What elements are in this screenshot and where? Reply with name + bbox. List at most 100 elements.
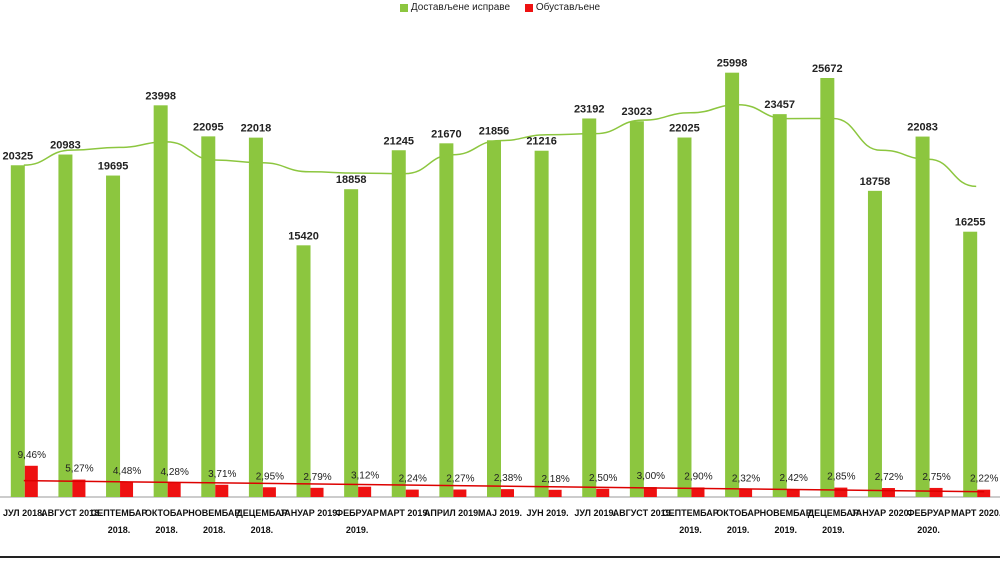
data-label-suspended: 2,38% bbox=[494, 473, 522, 484]
bar-delivered bbox=[629, 121, 644, 497]
legend-swatch-suspended bbox=[524, 3, 533, 12]
bar-delivered bbox=[582, 118, 597, 498]
legend-label-suspended: Обустављене bbox=[535, 2, 601, 13]
bar-suspended bbox=[881, 488, 895, 497]
x-tick-label: СЕПТЕМБАР 2018. bbox=[91, 508, 148, 535]
data-label-delivered: 25672 bbox=[812, 63, 843, 75]
data-label-delivered: 22018 bbox=[241, 123, 272, 135]
bar-suspended bbox=[691, 487, 705, 497]
bar-suspended bbox=[596, 488, 610, 497]
bar-suspended bbox=[786, 489, 800, 497]
data-label-suspended: 2,72% bbox=[875, 472, 903, 483]
data-label-suspended: 2,32% bbox=[732, 473, 760, 484]
x-tick-label: ЈАНУАР 2019. bbox=[279, 508, 339, 518]
x-tick-label: МАРТ 2020. bbox=[951, 508, 1000, 518]
bar-delivered bbox=[534, 150, 549, 497]
x-tick-label: АПРИЛ 2019. bbox=[424, 508, 481, 518]
bar-delivered bbox=[10, 165, 25, 497]
data-label-delivered: 22025 bbox=[669, 123, 700, 135]
bar-delivered bbox=[867, 190, 882, 497]
data-label-delivered: 23998 bbox=[145, 90, 176, 102]
x-tick-label: НОВЕМБАР 2019. bbox=[760, 508, 812, 535]
x-tick-label: ОКТОБАР 2019. bbox=[716, 508, 760, 535]
data-label-suspended: 4,28% bbox=[160, 467, 188, 478]
data-label-suspended: 2,24% bbox=[399, 474, 427, 485]
x-tick-label: ФЕБРУАР 2019. bbox=[335, 508, 378, 535]
legend-item-suspended: Обустављене bbox=[524, 2, 601, 13]
data-label-suspended: 2,50% bbox=[589, 473, 617, 484]
data-label-delivered: 23023 bbox=[622, 106, 653, 118]
x-tick-label: АВГУСТ 2018. bbox=[41, 508, 102, 518]
bar-suspended bbox=[262, 487, 276, 497]
data-label-delivered: 20983 bbox=[50, 140, 81, 152]
bar-delivered bbox=[915, 136, 930, 497]
bar-suspended bbox=[120, 482, 134, 497]
data-label-suspended: 2,79% bbox=[303, 472, 331, 483]
x-tick-label: ЈАНУАР 2020. bbox=[851, 508, 911, 518]
bar-delivered bbox=[153, 105, 168, 497]
bar-suspended bbox=[358, 486, 372, 497]
data-label-delivered: 21216 bbox=[526, 136, 557, 148]
bar-delivered bbox=[106, 175, 121, 497]
x-tick-label: ЈУЛ 2018. bbox=[3, 508, 45, 518]
trendline-suspended bbox=[23, 479, 985, 493]
bar-suspended bbox=[643, 487, 657, 497]
data-label-suspended: 2,75% bbox=[922, 472, 950, 483]
data-label-delivered: 22083 bbox=[907, 122, 938, 134]
data-label-delivered: 15420 bbox=[288, 230, 319, 242]
data-label-suspended: 9,46% bbox=[18, 450, 46, 461]
legend: Достављене исправе Обустављене bbox=[0, 2, 1000, 15]
bar-delivered bbox=[439, 143, 454, 497]
legend-item-delivered: Достављене исправе bbox=[399, 2, 511, 13]
bottom-rule bbox=[0, 556, 1000, 558]
bar-delivered bbox=[772, 114, 787, 497]
data-label-suspended: 4,48% bbox=[113, 466, 141, 477]
bar-suspended bbox=[548, 489, 562, 497]
data-label-suspended: 2,90% bbox=[684, 471, 712, 482]
legend-swatch-delivered bbox=[399, 3, 408, 12]
bar-delivered bbox=[201, 136, 216, 497]
data-label-suspended: 3,12% bbox=[351, 471, 379, 482]
x-tick-label: АВГУСТ 2019. bbox=[613, 508, 674, 518]
data-label-suspended: 2,27% bbox=[446, 474, 474, 485]
bar-suspended bbox=[739, 489, 753, 497]
data-label-delivered: 19695 bbox=[98, 161, 129, 173]
legend-label-delivered: Достављене исправе bbox=[410, 2, 511, 13]
x-tick-label: ЈУН 2019. bbox=[527, 508, 569, 518]
bar-suspended bbox=[405, 489, 419, 497]
bar-delivered bbox=[963, 231, 978, 497]
x-tick-label: НОВЕМБАР 2018. bbox=[188, 508, 240, 535]
data-label-delivered: 22095 bbox=[193, 121, 224, 133]
bar-delivered bbox=[487, 140, 501, 497]
data-label-delivered: 18758 bbox=[860, 176, 891, 188]
bar-delivered bbox=[391, 150, 406, 497]
x-tick-label: ФЕБРУАР 2020. bbox=[907, 508, 950, 535]
trendline-delivered bbox=[23, 103, 977, 188]
bar-suspended bbox=[501, 489, 514, 497]
bar-delivered bbox=[58, 154, 73, 497]
bar-suspended bbox=[929, 487, 943, 497]
data-label-suspended: 2,42% bbox=[780, 473, 808, 484]
bar-suspended bbox=[310, 487, 324, 497]
x-tick-label: МАЈ 2019. bbox=[478, 508, 522, 518]
data-label-delivered: 20325 bbox=[3, 150, 34, 162]
bar-delivered bbox=[344, 189, 359, 497]
bar-suspended bbox=[977, 489, 991, 497]
data-label-suspended: 5,27% bbox=[65, 464, 93, 475]
data-label-suspended: 2,22% bbox=[970, 474, 998, 485]
data-label-delivered: 18858 bbox=[336, 174, 367, 186]
bar-delivered bbox=[296, 245, 311, 497]
data-label-suspended: 3,71% bbox=[208, 469, 236, 480]
bar-delivered bbox=[677, 137, 692, 497]
data-label-suspended: 2,18% bbox=[541, 474, 569, 485]
data-label-suspended: 2,85% bbox=[827, 472, 855, 483]
data-label-delivered: 21245 bbox=[383, 135, 414, 147]
data-label-delivered: 21856 bbox=[479, 125, 510, 137]
bar-suspended bbox=[834, 487, 848, 497]
data-label-delivered: 23457 bbox=[764, 99, 795, 111]
bar-suspended bbox=[453, 489, 467, 497]
data-label-delivered: 25998 bbox=[717, 58, 748, 70]
x-tick-label: ДЕЦЕМБАР 2018. bbox=[236, 508, 287, 535]
x-tick-label: ДЕЦЕМБАР 2019. bbox=[808, 508, 859, 535]
